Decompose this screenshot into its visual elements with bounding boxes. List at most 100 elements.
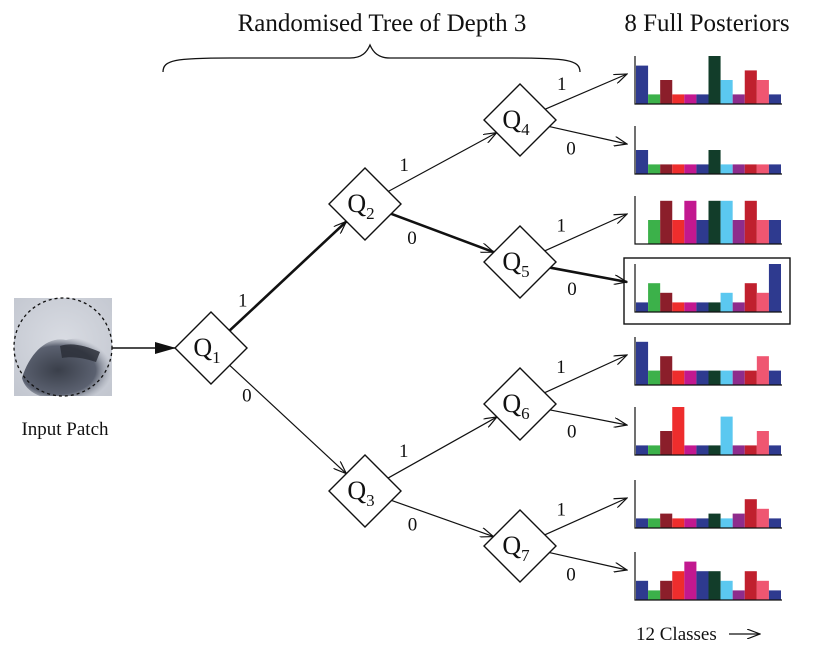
tree-brace — [162, 43, 581, 73]
posterior-histogram-8 — [634, 552, 782, 601]
node-diamond — [483, 225, 557, 299]
edge-label-q7-p7: 1 — [557, 499, 567, 520]
class-bar — [636, 150, 649, 174]
class-bar — [744, 370, 757, 385]
class-bar — [744, 70, 757, 104]
node-diamond — [174, 311, 248, 385]
class-bar — [732, 302, 745, 312]
selected-posterior-box — [623, 257, 791, 325]
class-bar — [732, 445, 745, 455]
class-bar — [696, 518, 709, 528]
tree-title: Randomised Tree of Depth 3 — [238, 10, 527, 37]
node-label: Q5 — [502, 247, 529, 281]
class-bar — [672, 164, 685, 174]
class-bar — [648, 445, 661, 455]
class-bar — [708, 302, 721, 312]
class-bar — [636, 445, 649, 455]
class-bar — [684, 94, 697, 104]
class-bar — [708, 200, 721, 244]
class-bar — [684, 561, 697, 600]
class-bar — [720, 416, 733, 455]
histogram-axis — [634, 480, 782, 529]
class-bar — [720, 200, 733, 244]
class-bar — [756, 220, 769, 244]
node-diamond — [483, 83, 557, 157]
edge-label-q5-p4: 0 — [567, 279, 577, 300]
edge-q1-to-q3 — [229, 364, 347, 473]
class-bar — [672, 302, 685, 312]
edge-q6-to-p5 — [544, 355, 627, 394]
node-q1: Q1 — [174, 311, 248, 385]
class-bar — [648, 94, 661, 104]
class-bar — [636, 580, 649, 600]
class-bar — [696, 220, 709, 244]
class-bar — [720, 518, 733, 528]
edge-q1-to-q2 — [228, 221, 347, 332]
class-bar — [648, 518, 661, 528]
posterior-histogram-5 — [634, 337, 782, 386]
class-bar — [756, 356, 769, 385]
class-bar — [768, 518, 781, 528]
class-bar — [684, 164, 697, 174]
class-bar — [756, 580, 769, 600]
node-q6: Q6 — [483, 367, 557, 441]
edge-label-q1-q3: 0 — [242, 386, 252, 407]
class-bar — [696, 571, 709, 600]
edge-label-q3-q7: 0 — [408, 514, 418, 535]
class-bar — [756, 508, 769, 528]
class-bar — [684, 370, 697, 385]
posterior-histogram-7 — [634, 480, 782, 529]
class-bar — [648, 164, 661, 174]
class-bar — [756, 292, 769, 312]
patch-circle — [13, 297, 113, 397]
edge-label-q6-p5: 1 — [556, 357, 566, 378]
class-bar — [684, 200, 697, 244]
class-bar — [708, 150, 721, 174]
class-bar — [636, 65, 649, 104]
edge-label-q1-q2: 1 — [238, 290, 248, 311]
histogram-axis — [634, 56, 782, 105]
node-diamond — [483, 509, 557, 583]
edge-q3-to-q6 — [387, 417, 497, 479]
histogram-axis — [634, 264, 782, 313]
class-bar — [732, 513, 745, 528]
node-diamond — [328, 167, 402, 241]
histogram-axis — [634, 337, 782, 386]
class-bar — [696, 94, 709, 104]
class-bar — [672, 94, 685, 104]
posterior-histogram-2 — [634, 126, 782, 175]
class-bar — [660, 80, 673, 104]
node-q4: Q4 — [483, 83, 557, 157]
class-bar — [660, 580, 673, 600]
class-bar — [696, 370, 709, 385]
input-patch-image — [13, 297, 113, 397]
class-bar — [744, 571, 757, 600]
class-bar — [648, 370, 661, 385]
posterior-histogram-6 — [634, 407, 782, 456]
histogram-axis — [634, 196, 782, 245]
class-bar — [768, 220, 781, 244]
class-bar — [684, 302, 697, 312]
edge-q2-to-q5 — [390, 212, 494, 254]
class-bar — [636, 302, 649, 312]
class-bar — [696, 445, 709, 455]
node-diamond — [328, 454, 402, 528]
class-bar — [684, 518, 697, 528]
edge-q5-to-p4 — [550, 266, 627, 282]
class-bar — [660, 292, 673, 312]
edge-q2-to-q4 — [388, 133, 496, 192]
node-diamond — [483, 367, 557, 441]
class-bar — [708, 445, 721, 455]
class-bar — [756, 431, 769, 455]
node-q2: Q2 — [328, 167, 402, 241]
class-bar — [720, 292, 733, 312]
edge-label-q2-q5: 0 — [407, 228, 417, 249]
class-bar — [744, 164, 757, 174]
class-bar — [756, 80, 769, 104]
class-bar — [768, 590, 781, 600]
class-bar — [732, 94, 745, 104]
edge-label-q6-p6: 0 — [567, 421, 577, 442]
class-bar — [636, 341, 649, 385]
class-bar — [708, 370, 721, 385]
class-bar — [732, 164, 745, 174]
